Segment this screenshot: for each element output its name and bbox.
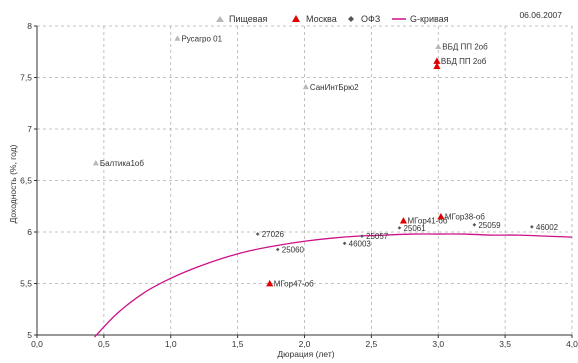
point-label: 46003 — [349, 239, 372, 248]
data-points — [92, 35, 534, 287]
ofz-point — [255, 232, 260, 236]
legend-food-label: Пищевая — [229, 14, 267, 24]
legend-ofz-marker — [348, 16, 354, 22]
x-tick-label: 4,0 — [566, 339, 578, 349]
x-tick-labels: 0,0 0,5 1,0 1,5 2,0 2,5 3,0 3,5 4,0 — [31, 339, 578, 349]
food-point — [435, 43, 442, 49]
point-label: ВБД ПП 2об — [442, 43, 488, 52]
g-curve-line — [94, 233, 573, 338]
point-labels: Русагро 01 Балтика1об СанИнтБрю2 ВБД ПП 2об… — [100, 34, 559, 288]
legend: Пищевая Москва ОФЗ G-кривая — [216, 14, 449, 24]
moscow-point — [437, 212, 445, 220]
x-tick-label: 0,5 — [98, 339, 110, 349]
moscow-point — [399, 217, 408, 224]
x-tick-label: 3,5 — [499, 339, 511, 349]
ofz-point — [275, 247, 280, 252]
moscow-point — [433, 57, 441, 64]
axes — [34, 25, 573, 338]
y-axis-title: Доходность (%, год) — [8, 144, 18, 223]
x-tick-label: 2,5 — [365, 339, 377, 349]
point-label: 27026 — [262, 230, 285, 239]
food-point — [92, 159, 99, 166]
ofz-point — [472, 222, 477, 227]
point-label: МГор47-об — [274, 280, 314, 289]
y-tick-label: 5 — [27, 330, 32, 340]
legend-moscow-marker — [292, 15, 300, 22]
y-tick-label: 6,5 — [20, 176, 32, 186]
point-label: ВБД ПП 2об — [441, 57, 487, 66]
x-tick-label: 1,0 — [165, 339, 177, 349]
y-tick-labels: 5 5,5 6 6,5 7 7,5 8 — [20, 21, 32, 340]
point-label: 25057 — [366, 232, 389, 241]
y-tick-label: 7,5 — [20, 73, 32, 83]
x-tick-label: 2,0 — [299, 339, 311, 349]
point-label: Балтика1об — [100, 159, 145, 168]
y-tick-label: 5,5 — [20, 279, 32, 289]
point-label: СанИнтБрю2 — [310, 83, 359, 92]
grid-lines — [37, 25, 573, 335]
moscow-point — [433, 62, 441, 70]
y-tick-label: 6 — [27, 227, 32, 237]
moscow-point — [266, 279, 274, 287]
x-tick-label: 3,0 — [432, 339, 444, 349]
point-label: 25060 — [282, 246, 305, 255]
date-label: 06.06.2007 — [519, 10, 562, 20]
food-point — [174, 35, 181, 41]
point-label: МГор38-об — [445, 213, 485, 222]
y-tick-label: 7 — [27, 124, 32, 134]
point-label: 25061 — [403, 224, 426, 233]
x-tick-label: 0,0 — [31, 339, 43, 349]
g-curve-series — [94, 233, 573, 338]
legend-food-marker — [216, 16, 224, 22]
point-label: 25059 — [478, 221, 501, 230]
legend-gcurve-label: G-кривая — [410, 14, 449, 24]
legend-moscow-label: Москва — [306, 14, 337, 24]
ofz-point — [342, 241, 347, 246]
legend-ofz-label: ОФЗ — [361, 14, 380, 24]
point-label: МГор41-об — [407, 217, 447, 226]
point-label: Русагро 01 — [181, 34, 222, 43]
ofz-point — [360, 234, 364, 238]
food-point — [302, 83, 309, 90]
ofz-point — [530, 225, 534, 229]
y-tick-label: 8 — [27, 21, 32, 31]
x-tick-label: 1,5 — [232, 339, 244, 349]
x-axis-title: Дюрация (лет) — [277, 349, 334, 359]
point-label: 46002 — [536, 223, 559, 232]
ofz-point — [397, 226, 402, 230]
